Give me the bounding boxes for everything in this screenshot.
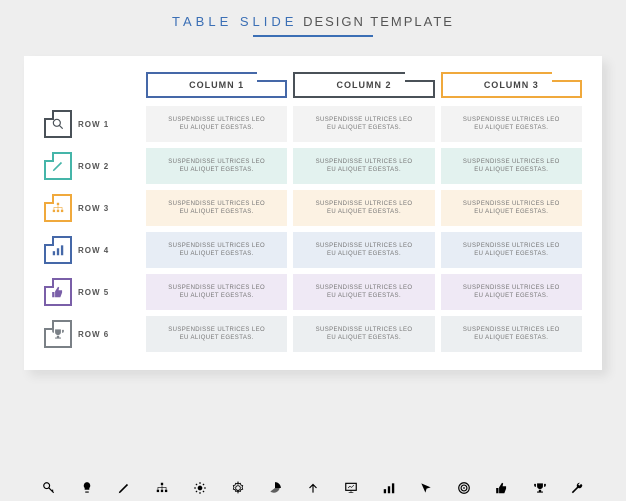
row-header: ROW 4 [44,232,140,268]
column-header: COLUMN 2 [293,70,434,100]
row-header: ROW 3 [44,190,140,226]
trophy-icon [533,481,547,495]
column-header: COLUMN 1 [146,70,287,100]
bar-icon [382,481,396,495]
table-cell: SUSPENDISSE ULTRICES LEOEU ALIQUET EGEST… [146,148,287,184]
org-icon [155,481,169,495]
target-icon [457,481,471,495]
table-cell: SUSPENDISSE ULTRICES LEOEU ALIQUET EGEST… [293,274,434,310]
wrench-icon [570,481,584,495]
row-header: ROW 1 [44,106,140,142]
table-grid: COLUMN 1COLUMN 2COLUMN 3ROW 1SUSPENDISSE… [44,70,582,352]
thumb-icon [495,481,509,495]
table-cell: SUSPENDISSE ULTRICES LEOEU ALIQUET EGEST… [441,316,582,352]
pointer-icon [419,481,433,495]
gear-icon [231,481,245,495]
table-cell: SUSPENDISSE ULTRICES LEOEU ALIQUET EGEST… [441,148,582,184]
table-cell: SUSPENDISSE ULTRICES LEOEU ALIQUET EGEST… [441,106,582,142]
table-cell: SUSPENDISSE ULTRICES LEOEU ALIQUET EGEST… [293,316,434,352]
footer-icon-row [0,481,626,495]
table-panel: COLUMN 1COLUMN 2COLUMN 3ROW 1SUSPENDISSE… [24,56,602,370]
table-cell: SUSPENDISSE ULTRICES LEOEU ALIQUET EGEST… [441,190,582,226]
table-cell: SUSPENDISSE ULTRICES LEOEU ALIQUET EGEST… [441,232,582,268]
key-icon [42,481,56,495]
row-header: ROW 6 [44,316,140,352]
sun-icon [193,481,207,495]
title-accent: TABLE SLIDE [172,14,297,29]
table-cell: SUSPENDISSE ULTRICES LEOEU ALIQUET EGEST… [146,316,287,352]
title-rest: DESIGN TEMPLATE [303,14,454,29]
title-underline [253,35,373,37]
table-cell: SUSPENDISSE ULTRICES LEOEU ALIQUET EGEST… [146,232,287,268]
row-header: ROW 2 [44,148,140,184]
bulb-icon [80,481,94,495]
table-cell: SUSPENDISSE ULTRICES LEOEU ALIQUET EGEST… [293,190,434,226]
table-cell: SUSPENDISSE ULTRICES LEOEU ALIQUET EGEST… [293,148,434,184]
table-cell: SUSPENDISSE ULTRICES LEOEU ALIQUET EGEST… [293,106,434,142]
arrow-icon [306,481,320,495]
table-cell: SUSPENDISSE ULTRICES LEOEU ALIQUET EGEST… [146,106,287,142]
table-cell: SUSPENDISSE ULTRICES LEOEU ALIQUET EGEST… [293,232,434,268]
row-header: ROW 5 [44,274,140,310]
column-header: COLUMN 3 [441,70,582,100]
table-cell: SUSPENDISSE ULTRICES LEOEU ALIQUET EGEST… [441,274,582,310]
table-cell: SUSPENDISSE ULTRICES LEOEU ALIQUET EGEST… [146,190,287,226]
pencil-icon [117,481,131,495]
board-icon [344,481,358,495]
slide-title: TABLE SLIDE DESIGN TEMPLATE [0,0,626,54]
table-cell: SUSPENDISSE ULTRICES LEOEU ALIQUET EGEST… [146,274,287,310]
pie-icon [268,481,282,495]
